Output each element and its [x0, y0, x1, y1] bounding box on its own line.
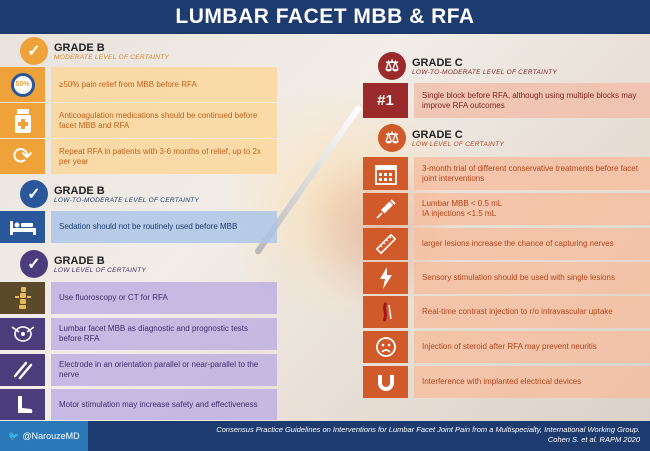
grade-b-low-to-moderate-heading: ✓ GRADE B LOW-TO-MODERATE LEVEL OF CERTA… — [20, 180, 199, 208]
grade-subtitle: LOW LEVEL OF CERTAINTY — [54, 266, 147, 274]
checkmark-icon: ✓ — [20, 180, 48, 208]
grade-title: GRADE C — [412, 128, 463, 141]
item-text: Sedation should not be routinely used be… — [51, 211, 277, 243]
item-text: Interference with implanted electrical d… — [414, 366, 650, 398]
list-item: Use fluoroscopy or CT for RFA — [0, 282, 277, 314]
grade-b-moderate-heading: ✓ GRADE B MODERATE LEVEL OF CERTAINTY — [20, 37, 169, 65]
page-header: LUMBAR FACET MBB & RFA — [0, 0, 650, 34]
target-needle-icon — [0, 318, 45, 350]
item-text: Real-time contrast injection to r/o intr… — [414, 296, 650, 328]
list-item: Interference with implanted electrical d… — [363, 366, 650, 398]
list-item: #1 Single block before RFA, although usi… — [363, 83, 650, 118]
checkmark-icon: ✓ — [20, 250, 48, 278]
page-title: LUMBAR FACET MBB & RFA — [175, 5, 475, 28]
bed-icon — [0, 211, 45, 243]
grade-subtitle: MODERATE LEVEL OF CERTAINTY — [54, 53, 170, 61]
grade-subtitle: LOW-TO-MODERATE LEVEL OF CERTAINTY — [412, 68, 558, 76]
item-text: Electrode in an orientation parallel or … — [51, 354, 277, 386]
item-text: Repeat RFA in patients with 3-6 months o… — [51, 139, 277, 174]
checkmark-icon: ✓ — [20, 37, 48, 65]
item-text: larger lesions increase the chance of ca… — [414, 228, 650, 260]
scale-icon: ⚖ — [378, 124, 406, 152]
item-text: Anticoagulation medications should be co… — [51, 103, 277, 138]
list-item: Lumbar MBB < 0.5 mL IA injections <1.5 m… — [363, 193, 650, 225]
sad-face-icon — [363, 331, 408, 363]
fifty-percent-icon: 50% — [0, 67, 45, 102]
item-text: Sensory stimulation should be used with … — [414, 262, 650, 294]
grade-c-low-to-moderate-heading: ⚖ GRADE C LOW-TO-MODERATE LEVEL OF CERTA… — [378, 52, 557, 80]
item-text: Lumbar facet MBB as diagnostic and progn… — [51, 318, 277, 350]
list-item: Sensory stimulation should be used with … — [363, 262, 650, 294]
magnet-icon — [363, 366, 408, 398]
grade-title: GRADE C — [412, 56, 463, 69]
grade-c-low-heading: ⚖ GRADE C LOW LEVEL OF CERTAINTY — [378, 124, 504, 152]
twitter-handle[interactable]: 🐦 @NarouzeMD — [0, 421, 88, 451]
list-item: larger lesions increase the chance of ca… — [363, 228, 650, 260]
list-item: Injection of steroid after RFA may preve… — [363, 331, 650, 363]
citation: Consensus Practice Guidelines on Interve… — [88, 421, 650, 451]
grade-subtitle: LOW-TO-MODERATE LEVEL OF CERTAINTY — [54, 196, 200, 204]
item-text: Injection of steroid after RFA may preve… — [414, 331, 650, 363]
grade-title: GRADE B — [54, 254, 105, 267]
item-text: 3-month trial of different conservative … — [414, 157, 650, 190]
list-item: Motor stimulation may increase safety an… — [0, 389, 277, 420]
list-item: Lumbar facet MBB as diagnostic and progn… — [0, 318, 277, 350]
grade-subtitle: LOW LEVEL OF CERTAINTY — [412, 140, 505, 148]
parallel-lines-icon — [0, 354, 45, 386]
citation-line-2: Cohen S. et al. RAPM 2020 — [547, 435, 640, 445]
calendar-icon — [363, 157, 408, 190]
lightning-icon — [363, 262, 408, 294]
spine-xray-icon — [0, 282, 45, 314]
medication-bottle-icon — [0, 103, 45, 138]
item-text: ≥50% pain relief from MBB before RFA — [51, 67, 277, 102]
twitter-icon: 🐦 — [8, 430, 20, 441]
list-item: Real-time contrast injection to r/o intr… — [363, 296, 650, 328]
item-text: Motor stimulation may increase safety an… — [51, 389, 277, 420]
list-item: Electrode in an orientation parallel or … — [0, 354, 277, 386]
list-item: Anticoagulation medications should be co… — [0, 103, 277, 138]
foot-icon — [0, 389, 45, 420]
citation-line-1: Consensus Practice Guidelines on Interve… — [216, 425, 640, 434]
item-text: Lumbar MBB < 0.5 mL IA injections <1.5 m… — [414, 193, 650, 225]
list-item: 3-month trial of different conservative … — [363, 157, 650, 190]
item-text: Use fluoroscopy or CT for RFA — [51, 282, 277, 314]
number-one-label: #1 — [377, 92, 394, 109]
contrast-vessel-icon — [363, 296, 408, 328]
list-item: ⟳ Repeat RFA in patients with 3-6 months… — [0, 139, 277, 174]
list-item: Sedation should not be routinely used be… — [0, 211, 277, 243]
ruler-icon — [363, 228, 408, 260]
grade-b-low-heading: ✓ GRADE B LOW LEVEL OF CERTAINTY — [20, 250, 146, 278]
footer: 🐦 @NarouzeMD Consensus Practice Guidelin… — [0, 421, 650, 451]
repeat-icon: ⟳ — [0, 139, 45, 174]
number-one-icon: #1 — [363, 83, 408, 118]
grade-title: GRADE B — [54, 184, 105, 197]
list-item: 50% ≥50% pain relief from MBB before RFA — [0, 67, 277, 102]
twitter-handle-text: @NarouzeMD — [22, 431, 80, 441]
item-text: Single block before RFA, although using … — [414, 83, 650, 118]
fifty-percent-label: 50% — [10, 72, 35, 97]
syringe-icon — [363, 193, 408, 225]
grade-title: GRADE B — [54, 41, 105, 54]
scale-icon: ⚖ — [378, 52, 406, 80]
